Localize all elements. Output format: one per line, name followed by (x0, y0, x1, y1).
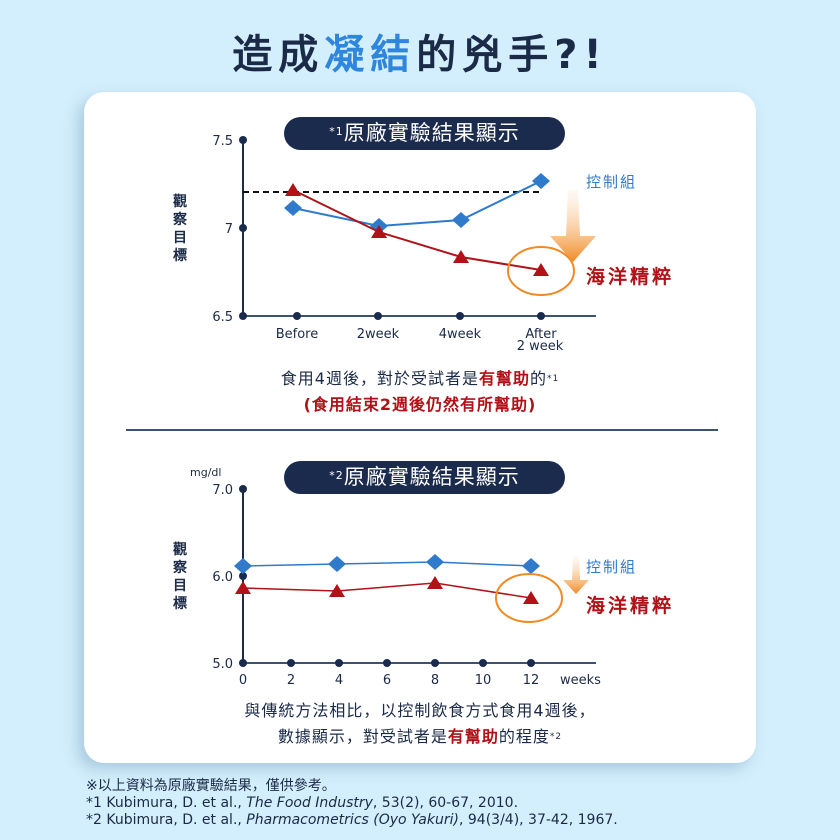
chart2-badge: *2原廠實驗結果顯示 (284, 461, 565, 494)
reference-2: *2 Kubimura, D. et al., Pharmacometrics … (86, 812, 618, 828)
footnotes: ※以上資料為原廠實驗結果，僅供參考。 *1 Kubimura, D. et al… (86, 778, 618, 829)
chart1-badge: *1原廠實驗結果顯示 (284, 117, 565, 150)
chart1-ylabel: 觀察目標 (173, 194, 187, 264)
chart2-ylabel: 觀察目標 (173, 542, 187, 612)
chart1-caption-line2: (食用結束2週後仍然有所幫助) (303, 395, 537, 414)
disclaimer: ※以上資料為原廠實驗結果，僅供參考。 (86, 778, 336, 794)
chart2-caption-line2: 數據顯示，對受試者是有幫助的程度*2 (277, 727, 563, 746)
chart2-legend-marine: 海洋精粹 (586, 595, 675, 617)
chart2-legend-control: 控制組 (586, 558, 638, 576)
chart1-legend-marine: 海洋精粹 (586, 266, 675, 288)
chart1-caption-line1: 食用4週後，對於受試者是有幫助的*1 (280, 369, 560, 388)
reference-1: *1 Kubimura, D. et al., The Food Industr… (86, 795, 519, 811)
chart1-legend-control: 控制組 (586, 173, 638, 191)
page-title: 造成凝結的兇手?! (232, 32, 608, 78)
title-highlight: 凝結 (324, 32, 417, 78)
section-divider (126, 429, 718, 431)
chart2-caption-line1: 與傳統方法相比，以控制飲食方式食用4週後， (244, 701, 596, 720)
